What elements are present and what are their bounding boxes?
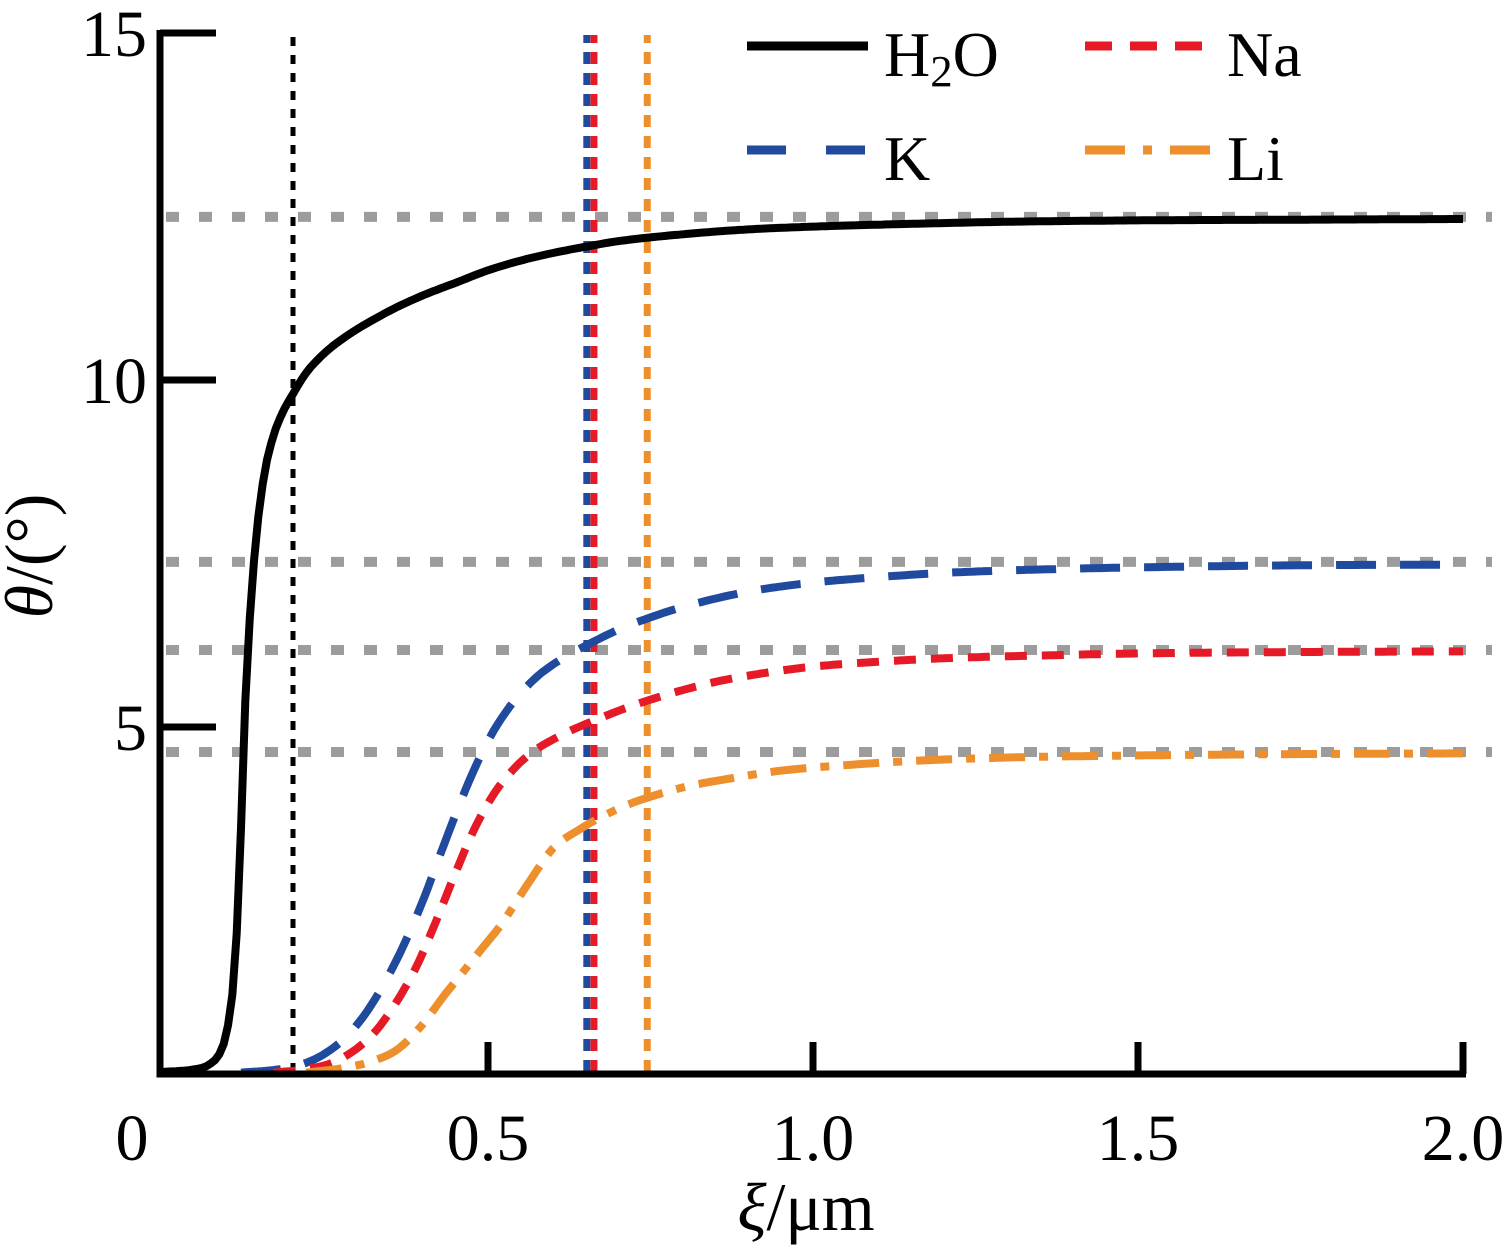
x-tick-label-0.5: 0.5 (447, 1102, 530, 1175)
x-tick-labels: 0 0.5 1.0 1.5 2.0 (116, 1102, 1503, 1175)
legend-label-K: K (884, 123, 930, 194)
curve-K (240, 560, 1463, 1077)
data-curves (162, 215, 1464, 1077)
axes-spines-ticks (156, 29, 1467, 1078)
curve-H2O (162, 215, 1463, 1076)
y-tick-label-15: 15 (81, 0, 147, 71)
y-axis-title-unit: /(°) (0, 494, 67, 585)
curve-Na (273, 647, 1463, 1077)
legend-label-Na: Na (1227, 19, 1302, 90)
x-tick-label-2.0: 2.0 (1422, 1102, 1503, 1175)
y-axis-title-symbol: θ (0, 585, 67, 618)
y-tick-label-5: 5 (114, 692, 147, 765)
y-tick-label-10: 10 (81, 345, 147, 418)
y-tick-labels: 5 10 15 (81, 0, 147, 765)
x-tick-label-0: 0 (116, 1102, 149, 1175)
x-tick-label-1.0: 1.0 (772, 1102, 855, 1175)
curve-Li (305, 749, 1464, 1077)
legend-label-H2O: H2O (884, 19, 999, 96)
x-axis-title-symbol: ξ (737, 1169, 767, 1245)
legend-label-Li: Li (1227, 123, 1284, 194)
characteristic-vlines (290, 35, 651, 1072)
x-axis-title-unit: /μm (766, 1169, 874, 1245)
x-axis-title: ξ/μm (737, 1169, 874, 1245)
legend: H2O Na K Li (747, 19, 1302, 194)
y-axis-title: θ/(°) (0, 494, 67, 619)
x-tick-label-1.5: 1.5 (1097, 1102, 1180, 1175)
saturation-guide-lines (166, 211, 1492, 757)
